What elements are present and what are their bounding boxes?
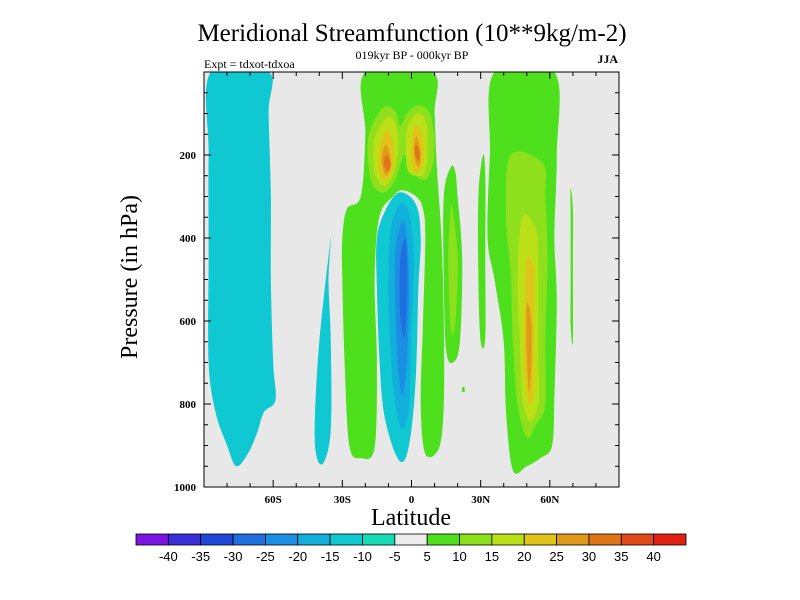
colorbar-label: -35 [191, 549, 210, 564]
colorbar-swatch [620, 533, 655, 546]
colorbar-swatch [523, 533, 557, 546]
y-tick-label: 1000 [174, 482, 197, 494]
colorbar-label: 5 [424, 549, 431, 564]
colorbar-swatch [394, 533, 428, 546]
colorbar-label: 40 [646, 549, 660, 564]
colorbar-label: -40 [159, 549, 178, 564]
colorbar-label: 25 [549, 549, 563, 564]
colorbar-label: -15 [321, 549, 340, 564]
x-tick-label: 30S [334, 494, 351, 506]
colorbar-label: -10 [353, 549, 372, 564]
x-axis-label: Latitude [371, 505, 451, 531]
colorbar-swatch [265, 533, 299, 546]
chart-subtitle: 019kyr BP - 000kyr BP [356, 48, 469, 62]
y-tick-label: 600 [180, 316, 197, 328]
contour-region [526, 303, 532, 392]
contour-region [570, 188, 574, 346]
colorbar-label: -20 [288, 549, 307, 564]
x-tick-label: 60N [540, 494, 559, 506]
colorbar-label: -5 [389, 549, 401, 564]
colorbar-swatch [297, 533, 331, 546]
colorbar-label: 15 [485, 549, 499, 564]
contour-region [383, 154, 391, 172]
contour-region [205, 72, 276, 467]
contour-region [399, 237, 408, 338]
contour-region [477, 154, 486, 349]
colorbar-swatch [459, 533, 493, 546]
contour-region [414, 144, 420, 162]
contour-region [461, 386, 465, 393]
colorbar-swatch [329, 533, 363, 546]
colorbar-swatch [135, 533, 169, 546]
colorbar-swatch [167, 533, 202, 546]
axis-ticks: 60S 30S 0 30N 60N 200 400 600 800 1000 [174, 72, 619, 506]
chart-title: Meridional Streamfunction (10**9kg/m-2) [197, 20, 626, 47]
colorbar-label: 30 [582, 549, 596, 564]
colorbar-label: 20 [517, 549, 531, 564]
colorbar-swatch [556, 533, 590, 546]
x-tick-label: 30N [471, 494, 490, 506]
contour-region [448, 204, 458, 335]
contour-region [314, 236, 332, 465]
y-tick-label: 400 [180, 233, 197, 245]
colorbar-label: -30 [224, 549, 243, 564]
colorbar-label: -25 [256, 549, 275, 564]
x-tick-label: 60S [265, 494, 282, 506]
plot-frame [203, 71, 620, 488]
colorbar-swatch [200, 533, 234, 546]
colorbar-swatch [426, 533, 460, 546]
colorbar-label: 10 [452, 549, 466, 564]
colorbar-label: 35 [614, 549, 628, 564]
y-axis-label: Pressure (in hPa) [117, 195, 143, 359]
colorbar-swatch [362, 533, 396, 546]
x-tick-label: 0 [409, 494, 415, 506]
season-label: JJA [597, 52, 618, 66]
colorbar-swatch [653, 533, 687, 546]
y-tick-label: 200 [180, 150, 197, 162]
colorbar-swatch [588, 533, 622, 546]
experiment-label: Expt = tdxot-tdxoa [204, 57, 295, 71]
y-tick-label: 800 [180, 399, 197, 411]
colorbar-swatch [491, 533, 525, 546]
colorbar-swatch [232, 533, 266, 546]
colorbar: -40 -35 -30 -25 -20 -15 -10 -5 5 10 15 20 25 30 35 40 [135, 533, 687, 564]
contour-fields [205, 72, 574, 474]
